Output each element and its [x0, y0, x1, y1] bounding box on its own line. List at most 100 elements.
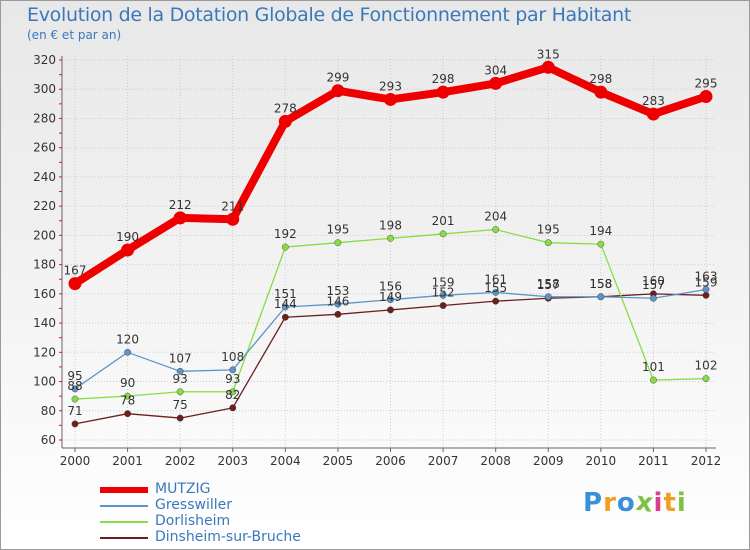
- data-label: 108: [221, 350, 244, 364]
- data-label: 163: [695, 269, 718, 283]
- logo-letter: o: [616, 488, 636, 518]
- data-point: [492, 297, 500, 305]
- data-point: [71, 385, 79, 393]
- data-point: [176, 414, 184, 422]
- data-label: 71: [67, 404, 82, 418]
- y-tick-label: 220: [33, 199, 56, 213]
- legend-label: Dorlisheim: [155, 513, 231, 529]
- data-label: 195: [537, 223, 560, 237]
- data-label: 78: [120, 394, 135, 408]
- x-tick-label: 2010: [586, 454, 617, 468]
- logo-letter: x: [633, 486, 656, 520]
- data-point: [173, 211, 187, 225]
- x-tick-label: 2003: [217, 454, 248, 468]
- data-label: 190: [116, 230, 139, 244]
- series-mutzig: [68, 60, 713, 291]
- data-point: [278, 114, 292, 128]
- legend-swatch: [100, 487, 148, 493]
- data-label: 298: [589, 72, 612, 86]
- data-label: 198: [379, 218, 402, 232]
- data-label: 201: [432, 214, 455, 228]
- data-point: [544, 239, 552, 247]
- x-tick-label: 2004: [270, 454, 301, 468]
- data-point: [439, 302, 447, 309]
- data-point: [334, 300, 342, 308]
- data-point: [281, 243, 289, 251]
- data-label: 194: [589, 224, 612, 238]
- legend-label: MUTZIG: [155, 481, 211, 497]
- y-tick-label: 240: [33, 170, 56, 184]
- data-label: 102: [695, 359, 718, 373]
- y-tick-label: 80: [41, 404, 56, 418]
- logo-letter: t: [663, 488, 677, 518]
- data-point: [281, 313, 289, 321]
- data-point: [334, 239, 342, 247]
- data-label: 156: [379, 280, 402, 294]
- data-point: [439, 291, 447, 299]
- x-tick-label: 2000: [60, 454, 91, 468]
- data-label: 93: [225, 372, 240, 386]
- y-tick-label: 260: [33, 141, 56, 155]
- data-label: 95: [67, 369, 82, 383]
- data-point: [650, 294, 657, 302]
- data-label: 195: [326, 223, 349, 237]
- legend-swatch: [100, 505, 148, 507]
- data-point: [597, 293, 605, 301]
- data-label: 120: [116, 332, 139, 346]
- series-line: [74, 288, 707, 390]
- data-label: 144: [274, 297, 297, 311]
- data-label: 88: [67, 379, 82, 393]
- data-point: [646, 107, 660, 121]
- data-point: [702, 375, 710, 383]
- data-point: [281, 303, 289, 311]
- logo-letter: i: [653, 488, 664, 518]
- data-point: [544, 293, 552, 301]
- data-point: [699, 90, 713, 104]
- data-label: 155: [484, 281, 507, 295]
- data-label: 283: [642, 94, 665, 108]
- data-point: [492, 226, 500, 233]
- data-point: [387, 234, 394, 242]
- data-label: 304: [484, 63, 507, 77]
- data-label: 107: [169, 351, 192, 365]
- x-tick-label: 2001: [112, 454, 143, 468]
- legend-item: Dorlisheim: [100, 513, 360, 530]
- y-tick-label: 160: [33, 287, 56, 301]
- data-point: [387, 306, 394, 314]
- data-label: 151: [274, 287, 297, 301]
- data-point: [229, 366, 237, 374]
- data-label: 160: [642, 274, 665, 288]
- logo-letter: i: [676, 488, 687, 518]
- legend-item: Dinsheim-sur-Bruche: [100, 529, 360, 546]
- data-label: 158: [589, 277, 612, 291]
- data-point: [702, 286, 710, 293]
- data-label: 278: [274, 101, 297, 115]
- legend-swatch: [100, 521, 148, 523]
- data-label: 204: [484, 210, 507, 224]
- data-point: [176, 388, 184, 396]
- x-tick-label: 2002: [165, 454, 196, 468]
- data-label: 157: [537, 278, 560, 292]
- data-label: 192: [274, 227, 297, 241]
- data-point: [124, 348, 131, 356]
- data-label: 293: [379, 79, 402, 93]
- data-point: [436, 85, 450, 99]
- data-point: [384, 92, 397, 106]
- data-label: 167: [64, 264, 87, 278]
- data-point: [702, 291, 710, 299]
- chart-legend: MUTZIG Gresswiller Dorlisheim Dinsheim-sur-…: [100, 481, 360, 546]
- x-tick-label: 2006: [375, 454, 406, 468]
- data-label: 146: [326, 294, 349, 308]
- data-point: [489, 76, 503, 90]
- data-label: 212: [169, 198, 192, 212]
- data-label: 315: [537, 47, 560, 61]
- chart-subtitle: (en € et par an): [27, 28, 122, 42]
- data-label: 90: [120, 376, 135, 390]
- series-dinsheim-sur-bruche: [71, 290, 710, 428]
- x-tick-label: 2005: [323, 454, 354, 468]
- data-label: 149: [379, 290, 402, 304]
- series-gresswiller: [71, 286, 710, 393]
- data-point: [124, 392, 131, 400]
- data-label: 159: [695, 275, 718, 289]
